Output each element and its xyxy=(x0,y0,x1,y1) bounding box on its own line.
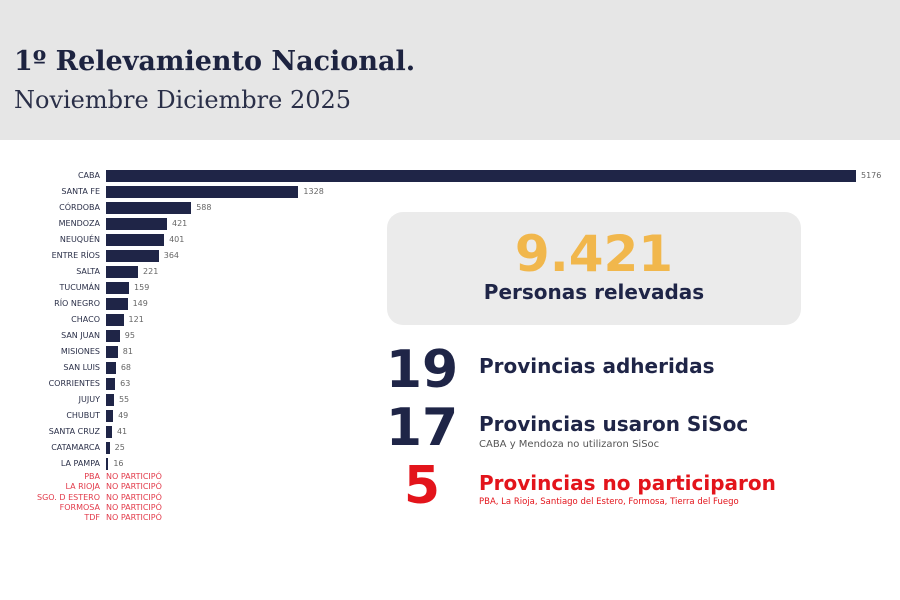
bar xyxy=(106,426,112,438)
value-label: 68 xyxy=(120,363,132,372)
category-label: CATAMARCA xyxy=(51,443,100,452)
not-participated-province: SGO. D ESTERO xyxy=(37,492,100,502)
value-label: 221 xyxy=(143,267,159,276)
stat-number-no-participaron: 5 xyxy=(403,456,441,516)
value-label: 49 xyxy=(118,411,129,420)
value-label: 1328 xyxy=(303,187,324,196)
bar xyxy=(106,346,118,358)
value-label: 364 xyxy=(163,251,180,260)
not-participated-province: PBA xyxy=(84,472,100,481)
category-label: SANTA CRUZ xyxy=(48,427,100,436)
category-label: CABA xyxy=(77,171,100,180)
stat-label-no-participaron: Provincias no participaron xyxy=(479,471,776,495)
bar xyxy=(106,458,109,470)
value-label: 63 xyxy=(120,379,131,388)
category-label: MISIONES xyxy=(60,347,100,356)
stat-note-no-participaron: PBA, La Rioja, Santiago del Estero, Form… xyxy=(479,497,739,507)
total-label: Personas relevadas xyxy=(483,280,705,304)
category-label: TUCUMÁN xyxy=(59,283,100,292)
bar xyxy=(106,394,114,406)
category-label: RÍO NEGRO xyxy=(54,299,100,308)
value-label: 401 xyxy=(169,235,185,244)
stat-number-sisoc: 17 xyxy=(385,398,459,458)
bar xyxy=(106,378,116,390)
category-label: SALTA xyxy=(76,267,100,276)
not-participated-province: LA RIOJA xyxy=(65,482,100,492)
total-value: 9.421 xyxy=(514,225,674,283)
value-label: 55 xyxy=(118,395,130,404)
bar xyxy=(106,202,192,214)
page-subtitle: Noviembre Diciembre 2025 xyxy=(14,86,352,114)
value-label: 121 xyxy=(128,315,144,324)
not-participated-status: NO PARTICIPÓ xyxy=(106,482,162,492)
value-label: 421 xyxy=(172,219,188,228)
category-label: SANTA FE xyxy=(61,187,100,196)
bar xyxy=(106,330,120,342)
category-label: ENTRE RÍOS xyxy=(51,251,100,260)
bar xyxy=(106,234,165,246)
category-label: CÓRDOBA xyxy=(59,203,100,212)
bar xyxy=(106,442,110,454)
value-label: 588 xyxy=(196,203,212,212)
category-label: SAN LUIS xyxy=(63,363,100,372)
not-participated-status: NO PARTICIPÓ xyxy=(106,513,162,523)
bar xyxy=(106,266,139,278)
value-label: 25 xyxy=(114,443,125,452)
total-card: 9.421 Personas relevadas xyxy=(387,212,801,325)
stat-label-sisoc: Provincias usaron SiSoc xyxy=(479,412,749,436)
header-band: 1º Relevamiento Nacional. Noviembre Dici… xyxy=(0,0,900,140)
not-participated-province: TDF xyxy=(84,513,100,523)
bar xyxy=(106,218,167,230)
category-label: CORRIENTES xyxy=(48,379,100,388)
bar xyxy=(106,250,159,262)
not-participated-province: FORMOSA xyxy=(59,502,100,512)
bar xyxy=(106,362,116,374)
category-label: MENDOZA xyxy=(58,219,100,228)
bar xyxy=(106,410,114,422)
bar xyxy=(106,298,128,310)
category-label: JUJUY xyxy=(78,395,100,404)
bar xyxy=(106,170,856,182)
value-label: 95 xyxy=(124,331,135,340)
value-label: 41 xyxy=(116,427,128,436)
stat-number-adheridas: 19 xyxy=(385,340,459,400)
value-label: 81 xyxy=(122,347,133,356)
category-label: NEUQUÉN xyxy=(59,235,100,244)
page-title: 1º Relevamiento Nacional. xyxy=(14,46,416,77)
bar xyxy=(106,186,299,198)
bar xyxy=(106,282,130,294)
value-label: 149 xyxy=(132,299,148,308)
bar xyxy=(106,314,124,326)
stat-label-adheridas: Provincias adheridas xyxy=(479,354,715,378)
category-label: CHUBUT xyxy=(66,411,100,420)
not-participated-status: NO PARTICIPÓ xyxy=(106,502,162,512)
not-participated-status: NO PARTICIPÓ xyxy=(106,492,162,502)
not-participated-status: NO PARTICIPÓ xyxy=(106,472,162,481)
category-label: LA PAMPA xyxy=(60,459,100,468)
value-label: 159 xyxy=(134,283,150,292)
value-label: 16 xyxy=(113,459,124,468)
stat-note-sisoc: CABA y Mendoza no utilizaron SiSoc xyxy=(479,439,660,450)
value-label: 5176 xyxy=(861,171,882,180)
category-label: SAN JUAN xyxy=(61,331,100,340)
category-label: CHACO xyxy=(71,315,100,324)
